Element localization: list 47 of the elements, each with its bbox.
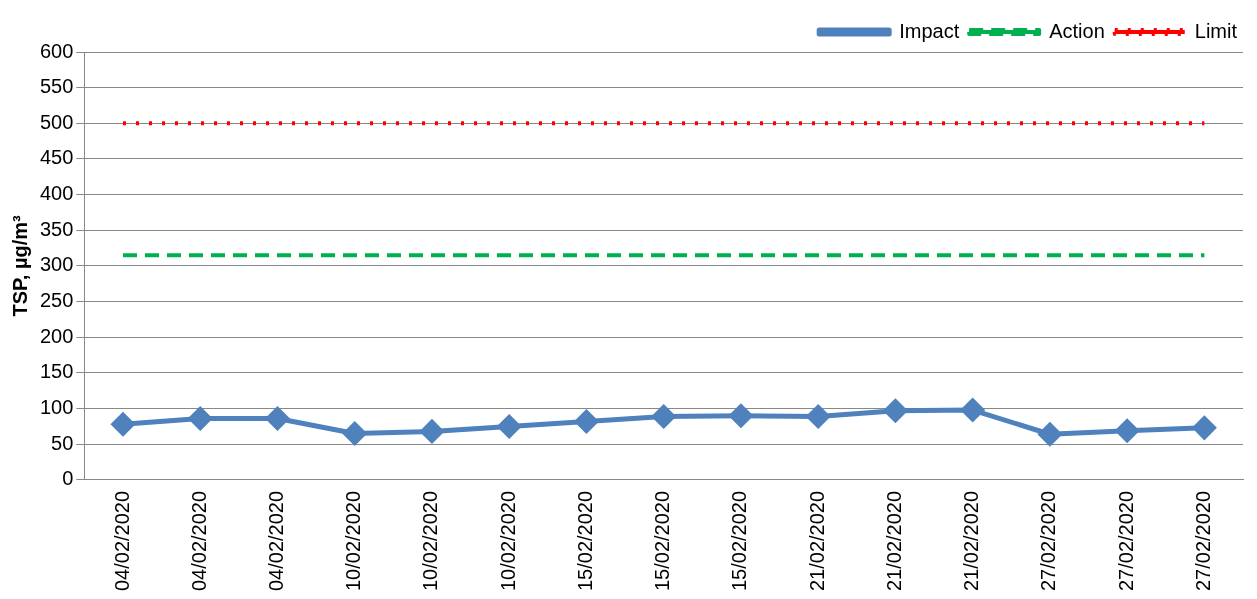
x-tick-label: 10/02/2020 xyxy=(342,490,365,592)
legend-label: Limit xyxy=(1194,19,1238,42)
point xyxy=(1038,422,1062,446)
x-tick-label: 27/02/2020 xyxy=(1114,490,1137,592)
x-tick-label: 15/02/2020 xyxy=(573,490,596,592)
point xyxy=(1115,419,1139,443)
x-tick-label: 04/02/2020 xyxy=(187,490,210,592)
point xyxy=(961,398,985,422)
y-tick-label: 600 xyxy=(39,39,74,62)
point xyxy=(343,422,367,446)
x-tick-label: 04/02/2020 xyxy=(264,490,287,592)
y-tick-label: 550 xyxy=(39,75,74,98)
point xyxy=(574,409,598,433)
point xyxy=(111,412,135,436)
y-tick-label: 0 xyxy=(62,467,74,490)
y-tick-label: 100 xyxy=(39,396,74,419)
x-tick-label: 15/02/2020 xyxy=(728,490,751,592)
y-tick-label: 300 xyxy=(39,253,74,276)
y-tick-label: 350 xyxy=(39,217,74,240)
x-tick-label: 27/02/2020 xyxy=(1037,490,1060,592)
x-tick-label: 27/02/2020 xyxy=(1191,490,1214,592)
x-tick-label: 21/02/2020 xyxy=(882,490,905,592)
x-tick-label: 21/02/2020 xyxy=(960,490,983,592)
y-tick-label: 200 xyxy=(39,324,74,347)
point xyxy=(265,407,289,431)
y-tick-label: 500 xyxy=(39,110,74,133)
y-tick-label: 250 xyxy=(39,289,74,312)
point xyxy=(729,404,753,428)
y-tick-label: 50 xyxy=(51,431,74,454)
y-tick-label: 150 xyxy=(39,360,74,383)
legend-label: Impact xyxy=(899,19,960,42)
y-tick-label: 400 xyxy=(39,182,74,205)
point xyxy=(883,399,907,423)
point xyxy=(652,404,676,428)
point xyxy=(420,419,444,443)
x-tick-label: 04/02/2020 xyxy=(110,490,133,592)
point xyxy=(188,407,212,431)
y-tick-label: 450 xyxy=(39,146,74,169)
x-tick-label: 10/02/2020 xyxy=(419,490,442,592)
point xyxy=(497,414,521,438)
x-tick-label: 15/02/2020 xyxy=(651,490,674,592)
x-tick-label: 21/02/2020 xyxy=(805,490,828,592)
y-axis-title: TSP, µg/m³ xyxy=(8,215,31,317)
point xyxy=(806,404,830,428)
legend-label: Action xyxy=(1049,19,1105,42)
x-tick-label: 10/02/2020 xyxy=(496,490,519,592)
point xyxy=(1192,416,1216,440)
